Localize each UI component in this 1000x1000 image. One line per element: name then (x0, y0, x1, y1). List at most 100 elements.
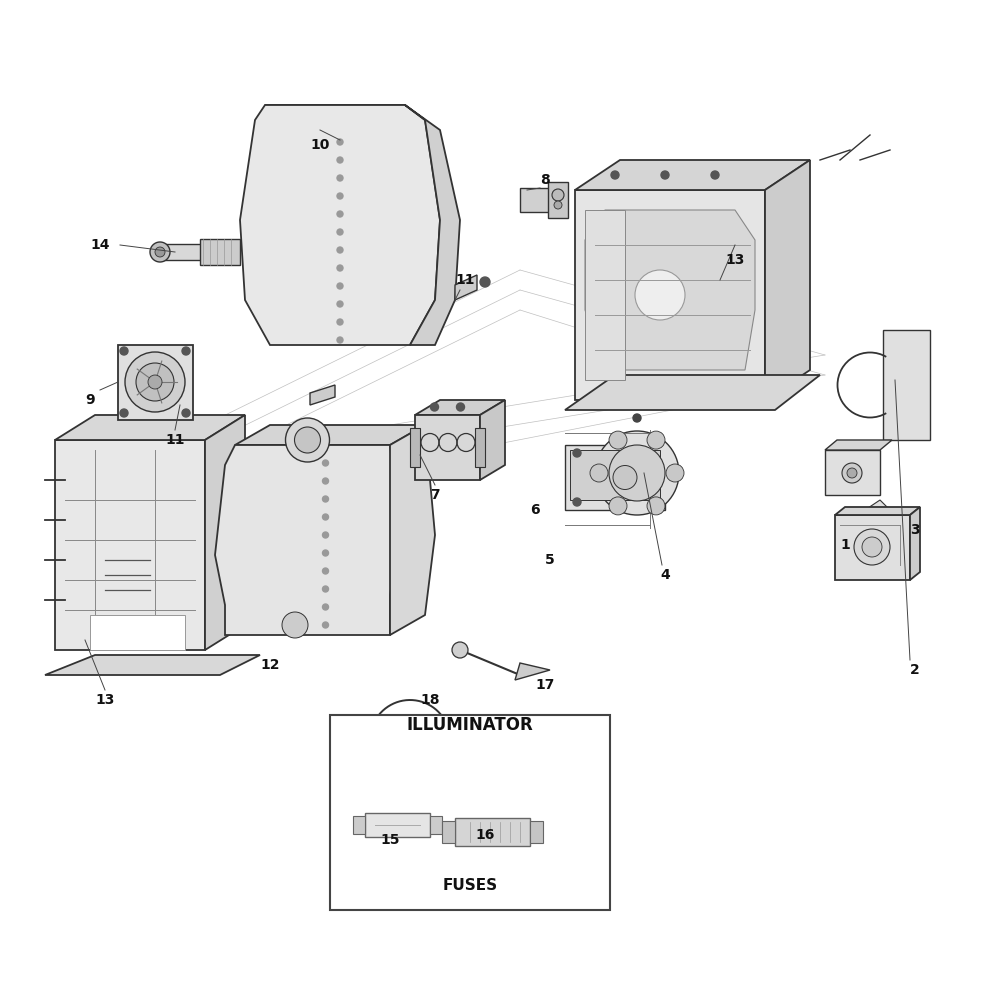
Circle shape (337, 139, 343, 145)
Text: 14: 14 (90, 238, 110, 252)
Bar (330, 715, 610, 910)
Circle shape (337, 175, 343, 181)
Text: 2: 2 (910, 663, 920, 677)
Circle shape (609, 445, 665, 501)
Circle shape (430, 403, 438, 411)
Circle shape (609, 431, 627, 449)
Circle shape (322, 514, 328, 520)
Text: 13: 13 (725, 253, 745, 267)
Circle shape (322, 604, 328, 610)
Circle shape (322, 532, 328, 538)
Polygon shape (835, 507, 920, 515)
Circle shape (647, 431, 665, 449)
Polygon shape (160, 244, 210, 260)
Polygon shape (415, 400, 505, 415)
Text: 6: 6 (530, 503, 540, 517)
Polygon shape (442, 821, 455, 843)
Circle shape (337, 337, 343, 343)
Circle shape (322, 568, 328, 574)
Text: 10: 10 (310, 138, 330, 152)
Circle shape (182, 347, 190, 355)
Circle shape (590, 464, 608, 482)
Circle shape (456, 403, 464, 411)
Circle shape (322, 478, 328, 484)
Text: 8: 8 (540, 173, 550, 187)
Text: 18: 18 (420, 693, 440, 707)
Circle shape (441, 721, 455, 735)
Circle shape (286, 418, 330, 462)
Circle shape (322, 622, 328, 628)
Text: 3: 3 (910, 523, 920, 537)
Polygon shape (865, 500, 890, 520)
Text: 1: 1 (840, 538, 850, 552)
Circle shape (155, 247, 165, 257)
Polygon shape (825, 450, 880, 495)
Circle shape (337, 247, 343, 253)
Polygon shape (565, 445, 665, 510)
Circle shape (337, 319, 343, 325)
Polygon shape (415, 415, 480, 480)
Polygon shape (45, 655, 260, 675)
Polygon shape (765, 160, 810, 400)
Text: 11: 11 (455, 273, 475, 287)
Polygon shape (365, 813, 430, 837)
Circle shape (337, 211, 343, 217)
Polygon shape (405, 105, 460, 345)
Polygon shape (520, 188, 550, 212)
Text: 4: 4 (660, 568, 670, 582)
Circle shape (842, 463, 862, 483)
Polygon shape (205, 415, 245, 650)
Circle shape (322, 460, 328, 466)
Polygon shape (310, 385, 335, 405)
Circle shape (862, 537, 882, 557)
Polygon shape (570, 450, 660, 500)
Circle shape (337, 283, 343, 289)
Circle shape (611, 171, 619, 179)
Polygon shape (55, 440, 205, 650)
Circle shape (182, 409, 190, 417)
Circle shape (573, 498, 581, 506)
Polygon shape (480, 400, 505, 480)
Text: 12: 12 (260, 658, 280, 672)
Circle shape (666, 464, 684, 482)
Polygon shape (235, 425, 425, 445)
Polygon shape (530, 821, 543, 843)
Polygon shape (585, 210, 625, 380)
Circle shape (552, 189, 564, 201)
Circle shape (150, 242, 170, 262)
Polygon shape (575, 190, 765, 400)
Text: 13: 13 (95, 693, 115, 707)
Circle shape (609, 497, 627, 515)
Circle shape (322, 550, 328, 556)
Polygon shape (215, 445, 400, 635)
Circle shape (322, 496, 328, 502)
Text: 9: 9 (85, 393, 95, 407)
Circle shape (613, 466, 637, 489)
Circle shape (337, 157, 343, 163)
Polygon shape (200, 239, 240, 265)
Circle shape (120, 347, 128, 355)
Polygon shape (883, 330, 930, 440)
Polygon shape (240, 105, 440, 345)
Polygon shape (910, 507, 920, 580)
Circle shape (148, 375, 162, 389)
Circle shape (595, 431, 679, 515)
Text: FUSES: FUSES (442, 878, 498, 892)
Polygon shape (90, 615, 185, 650)
Circle shape (322, 586, 328, 592)
Polygon shape (265, 105, 405, 130)
Polygon shape (548, 182, 568, 218)
Polygon shape (515, 663, 550, 680)
Circle shape (337, 193, 343, 199)
Circle shape (854, 529, 890, 565)
Polygon shape (118, 344, 192, 420)
Circle shape (452, 642, 468, 658)
Polygon shape (455, 275, 477, 300)
Polygon shape (565, 375, 820, 410)
Text: 15: 15 (380, 833, 400, 847)
Polygon shape (475, 428, 485, 467)
Polygon shape (835, 515, 910, 580)
Circle shape (635, 270, 685, 320)
Text: 5: 5 (545, 553, 555, 567)
Circle shape (294, 427, 320, 453)
